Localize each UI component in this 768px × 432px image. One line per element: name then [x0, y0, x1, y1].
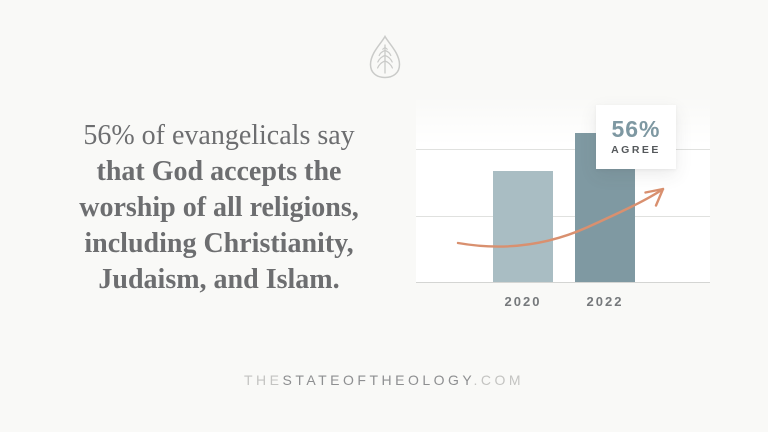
gridline-50 [416, 149, 710, 150]
headline-line-2: that God accepts the [96, 156, 342, 187]
callout-card: 56% AGREE [596, 105, 676, 169]
callout-value: 56% [611, 116, 661, 143]
headline: 56% of evangelicals say that God accepts… [34, 118, 404, 298]
callout-label: AGREE [611, 144, 661, 157]
x-tick-2022: 2022 [586, 294, 624, 309]
headline-line-3: worship of all religions, [79, 192, 359, 223]
gridline-25 [416, 216, 710, 217]
x-tick-2020: 2020 [504, 294, 542, 309]
headline-line-4: including Christianity, [84, 228, 354, 259]
headline-line-5: Judaism, and Islam. [98, 264, 340, 295]
x-axis-line [416, 282, 710, 283]
bar-2020 [493, 171, 553, 283]
url-prefix: THE [243, 372, 283, 388]
url-suffix: .COM [473, 372, 525, 388]
url-main: STATEOFTHEOLOGY [282, 372, 474, 388]
ligonier-leaf-logo-icon [369, 35, 401, 79]
trend-arrow-icon [456, 187, 665, 248]
website-url: THESTATEOFTHEOLOGY.COM [0, 372, 768, 388]
headline-line-1: 56% of evangelicals say [83, 120, 355, 151]
